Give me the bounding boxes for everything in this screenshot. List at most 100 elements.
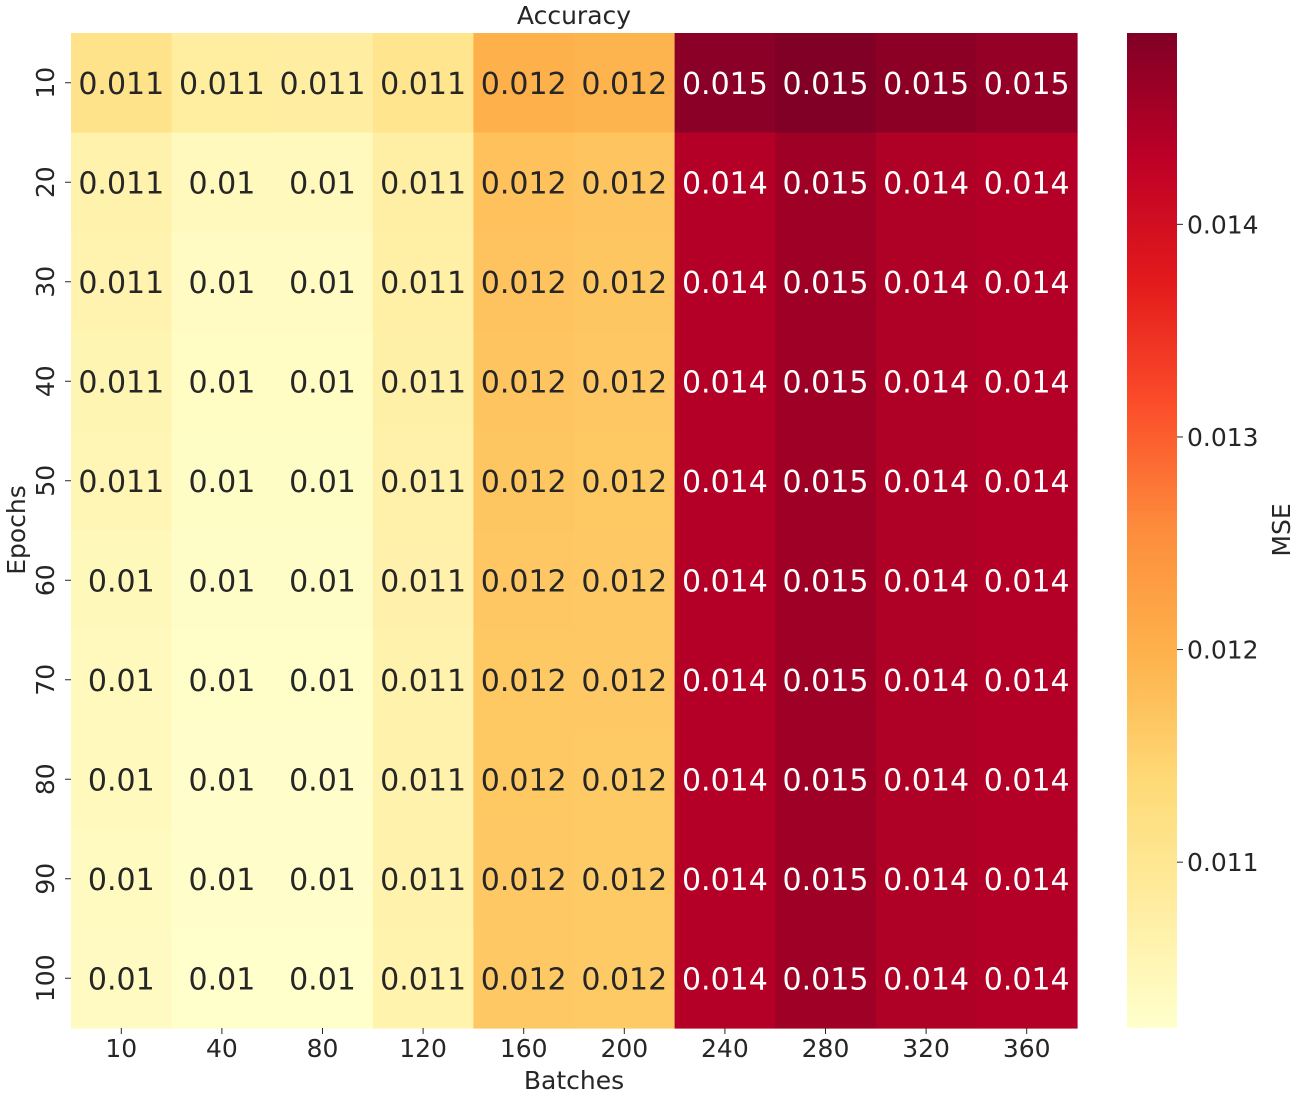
cell-value-label: 0.01 <box>88 962 155 997</box>
heatmap-cell <box>272 132 374 233</box>
cell-value-label: 0.01 <box>88 863 155 898</box>
heatmap-cell <box>272 729 374 830</box>
cell-value-label: 0.01 <box>189 166 256 201</box>
heatmap-cell <box>71 928 173 1029</box>
cell-value-label: 0.014 <box>984 962 1070 997</box>
heatmap-cell <box>473 331 575 432</box>
cell-value-label: 0.014 <box>682 962 768 997</box>
cell-value-label: 0.012 <box>481 266 567 301</box>
colorbar-tick-label: 0.013 <box>1187 423 1259 452</box>
heatmap-cell <box>171 630 273 731</box>
cell-value-label: 0.01 <box>88 664 155 699</box>
heatmap-cell <box>372 729 474 830</box>
cell-value-label: 0.015 <box>783 266 869 301</box>
cell-value-label: 0.01 <box>289 365 356 400</box>
heatmap-cell <box>775 829 877 930</box>
heatmap-cell <box>171 232 273 333</box>
heatmap-cell <box>171 829 273 930</box>
cell-value-label: 0.014 <box>984 564 1070 599</box>
cell-value-label: 0.015 <box>783 962 869 997</box>
cell-value-label: 0.015 <box>783 465 869 500</box>
heatmap-cell <box>775 232 877 333</box>
cell-value-label: 0.015 <box>984 67 1070 102</box>
y-tick-label: 60 <box>31 564 60 596</box>
heatmap-cell <box>674 729 776 830</box>
heatmap-cell <box>372 232 474 333</box>
heatmap-cell <box>272 530 374 631</box>
y-tick-label: 40 <box>31 365 60 397</box>
x-tick-label: 320 <box>902 1034 950 1063</box>
cell-value-label: 0.011 <box>78 67 164 102</box>
x-axis-label: Batches <box>524 1066 624 1095</box>
cell-value-label: 0.012 <box>481 962 567 997</box>
heatmap-cell <box>272 630 374 731</box>
heatmap-cell <box>473 33 575 134</box>
heatmap-cell <box>574 729 676 830</box>
x-tick-label: 80 <box>307 1034 339 1063</box>
heatmap-cell <box>171 530 273 631</box>
cell-value-label: 0.014 <box>682 166 768 201</box>
heatmap-cell <box>674 431 776 532</box>
cell-value-label: 0.014 <box>984 664 1070 699</box>
cell-value-label: 0.012 <box>481 465 567 500</box>
heatmap-cell <box>71 232 173 333</box>
heatmap-cell <box>71 729 173 830</box>
colorbar-ticks: 0.011 0.012 0.013 0.014 <box>1177 210 1259 877</box>
cell-value-label: 0.011 <box>380 962 466 997</box>
cell-value-label: 0.014 <box>883 465 969 500</box>
cell-value-label: 0.01 <box>189 465 256 500</box>
heatmap-cell <box>372 928 474 1029</box>
y-tick-label: 80 <box>31 763 60 795</box>
cell-value-label: 0.011 <box>380 266 466 301</box>
colorbar-tick-label: 0.012 <box>1187 636 1259 665</box>
heatmap-cell <box>875 928 977 1029</box>
cell-value-label: 0.014 <box>883 166 969 201</box>
heatmap-cell <box>372 829 474 930</box>
heatmap-cell-labels: 0.011 0.011 0.011 0.011 0.012 0.012 0.015 0.015… <box>78 67 1069 998</box>
x-tick-label: 160 <box>500 1034 548 1063</box>
heatmap-cell <box>171 33 273 134</box>
colorbar-tick-label: 0.011 <box>1187 848 1259 877</box>
cell-value-label: 0.011 <box>78 365 164 400</box>
cell-value-label: 0.01 <box>189 863 256 898</box>
cell-value-label: 0.015 <box>783 664 869 699</box>
cell-value-label: 0.011 <box>380 763 466 798</box>
cell-value-label: 0.01 <box>88 763 155 798</box>
heatmap-cell <box>272 331 374 432</box>
heatmap-cell <box>71 33 173 134</box>
heatmap-cell <box>473 232 575 333</box>
y-tick-label: 100 <box>31 954 60 1002</box>
heatmap-cell <box>574 331 676 432</box>
cell-value-label: 0.014 <box>682 266 768 301</box>
heatmap-cell <box>674 928 776 1029</box>
cell-value-label: 0.014 <box>984 863 1070 898</box>
cell-value-label: 0.012 <box>581 664 667 699</box>
x-tick-label: 120 <box>399 1034 447 1063</box>
cell-value-label: 0.011 <box>78 465 164 500</box>
cell-value-label: 0.015 <box>682 67 768 102</box>
heatmap-cell <box>875 33 977 134</box>
heatmap-cell <box>875 132 977 233</box>
heatmap-cell <box>473 530 575 631</box>
cell-value-label: 0.011 <box>78 166 164 201</box>
cell-value-label: 0.01 <box>289 863 356 898</box>
cell-value-label: 0.011 <box>380 465 466 500</box>
cell-value-label: 0.012 <box>581 465 667 500</box>
cell-value-label: 0.014 <box>984 465 1070 500</box>
heatmap-cell <box>574 132 676 233</box>
y-tick-label: 10 <box>31 67 60 99</box>
heatmap-cell <box>372 630 474 731</box>
cell-value-label: 0.011 <box>380 365 466 400</box>
heatmap-cell <box>976 431 1078 532</box>
cell-value-label: 0.014 <box>984 266 1070 301</box>
cell-value-label: 0.012 <box>481 664 567 699</box>
cell-value-label: 0.012 <box>481 564 567 599</box>
heatmap-cell <box>574 829 676 930</box>
heatmap-cell <box>272 928 374 1029</box>
y-tick-label: 30 <box>31 266 60 298</box>
cell-value-label: 0.012 <box>581 962 667 997</box>
y-tick-label: 50 <box>31 465 60 497</box>
cell-value-label: 0.012 <box>581 365 667 400</box>
x-tick-label: 40 <box>206 1034 238 1063</box>
